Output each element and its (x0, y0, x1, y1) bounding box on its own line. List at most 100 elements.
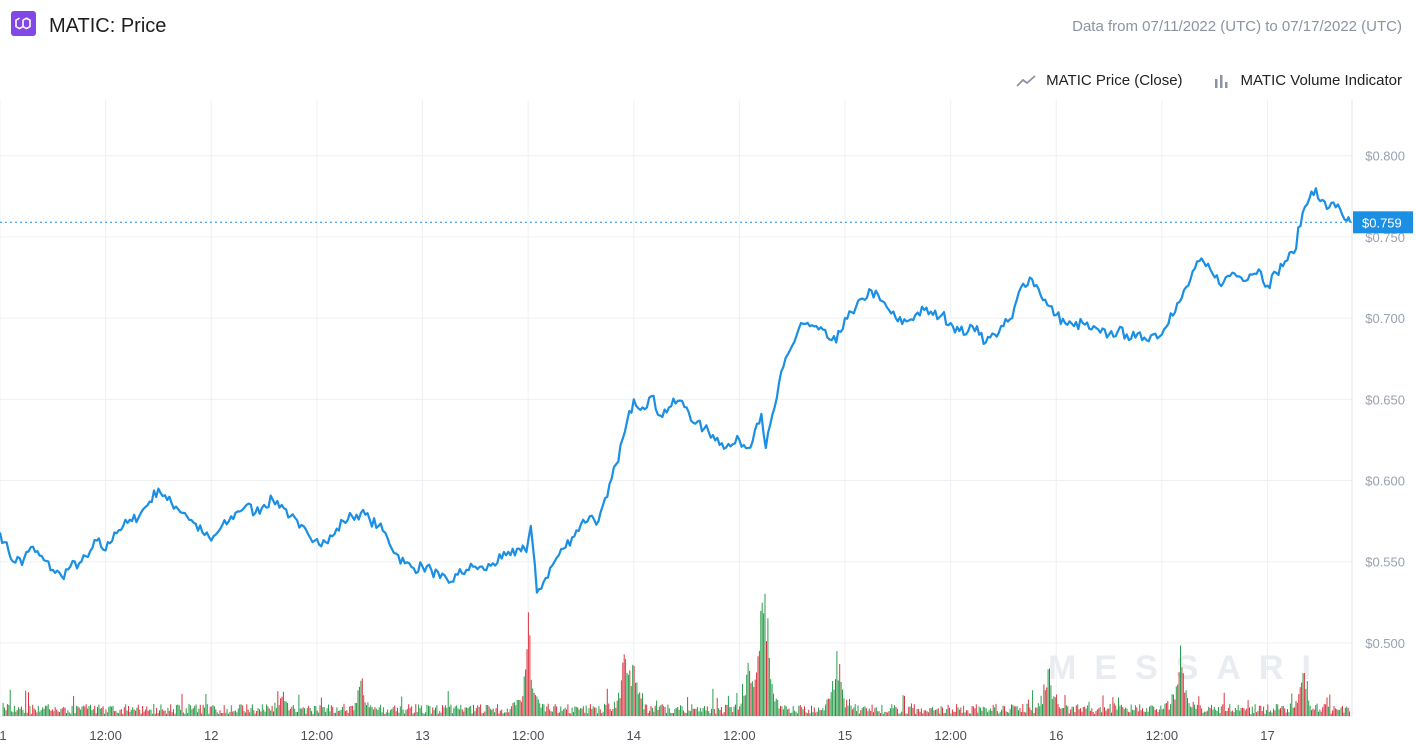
volume-bar (374, 707, 376, 716)
volume-bar (1316, 703, 1318, 716)
volume-bar (1220, 706, 1222, 716)
volume-bar (1206, 710, 1208, 716)
volume-bar (32, 704, 34, 716)
volume-bar (63, 706, 65, 716)
volume-bar (656, 700, 658, 716)
volume-bars (2, 593, 1350, 716)
volume-bar (506, 708, 508, 716)
volume-bar (688, 710, 690, 716)
volume-bar (671, 713, 673, 716)
volume-bar (323, 707, 325, 716)
volume-bar (691, 704, 693, 716)
volume-bar (33, 708, 35, 716)
volume-bar (1089, 710, 1091, 716)
volume-bar (311, 711, 313, 716)
volume-bar (774, 701, 776, 716)
volume-bar (353, 710, 355, 716)
volume-bar (698, 711, 700, 716)
volume-bar (268, 708, 270, 716)
volume-bar (737, 709, 739, 716)
volume-bar (1287, 709, 1288, 716)
volume-bar (977, 712, 979, 716)
volume-bar (1219, 713, 1221, 716)
volume-bar (1244, 710, 1246, 716)
volume-bar (702, 707, 704, 716)
volume-bar (780, 705, 781, 716)
volume-bar (298, 694, 300, 716)
volume-bar (163, 710, 165, 716)
volume-bar (1036, 707, 1038, 716)
volume-bar (574, 706, 576, 716)
volume-bar (192, 708, 194, 716)
volume-bar (189, 705, 191, 716)
volume-bar (22, 709, 24, 716)
volume-bar (461, 709, 463, 716)
volume-bar (1049, 668, 1050, 716)
volume-bar (960, 707, 962, 716)
volume-bar (1149, 706, 1150, 716)
grid-lines (0, 100, 1353, 717)
volume-bar (635, 682, 636, 716)
volume-bar (1342, 706, 1343, 716)
volume-bar (67, 710, 69, 716)
volume-bar (850, 705, 852, 716)
volume-bar (250, 708, 252, 716)
volume-bar (77, 706, 79, 716)
volume-bar (1322, 707, 1324, 716)
volume-bar (340, 709, 342, 716)
volume-bar (473, 704, 474, 716)
volume-bar (758, 650, 760, 716)
volume-bar (263, 709, 265, 716)
volume-bar (892, 708, 894, 716)
volume-bar (739, 706, 741, 716)
volume-bar (871, 704, 873, 716)
volume-bar (784, 705, 786, 716)
volume-bar (1294, 707, 1296, 716)
x-tick-label: 12 (204, 728, 218, 743)
volume-bar (560, 706, 562, 716)
volume-bar (239, 704, 241, 716)
volume-bar (1239, 710, 1241, 716)
volume-bar (208, 713, 210, 716)
volume-bar (605, 704, 607, 716)
volume-bar (627, 674, 629, 716)
volume-bar (59, 712, 60, 716)
volume-bar (771, 683, 773, 716)
volume-bar (1133, 710, 1135, 716)
volume-bar (388, 712, 390, 716)
volume-bar (932, 706, 934, 716)
legend-item-price[interactable]: MATIC Price (Close) (1016, 72, 1183, 89)
volume-bar (1161, 709, 1163, 716)
volume-bar (1330, 713, 1332, 716)
volume-bar (202, 704, 204, 716)
volume-bar (437, 713, 439, 716)
volume-bar (789, 712, 791, 716)
volume-bar (858, 713, 860, 716)
volume-bar (1077, 704, 1079, 716)
volume-bar (870, 711, 872, 716)
legend-item-volume[interactable]: MATIC Volume Indicator (1211, 72, 1402, 89)
volume-bar (1175, 686, 1177, 716)
volume-bar (326, 708, 328, 716)
volume-bar (333, 712, 335, 716)
volume-bar (604, 703, 605, 716)
volume-bar (428, 705, 429, 716)
volume-bar (644, 704, 646, 716)
volume-bar (309, 707, 311, 716)
volume-bar (1218, 707, 1219, 716)
volume-bar (778, 708, 780, 716)
volume-bar (233, 711, 235, 716)
volume-bar (371, 707, 373, 716)
price-line[interactable] (0, 187, 1352, 594)
volume-bar (1078, 709, 1080, 716)
volume-bar (195, 704, 197, 716)
volume-bar (364, 702, 366, 716)
volume-bar (1191, 707, 1193, 716)
volume-bar (1019, 708, 1021, 716)
volume-bar (101, 707, 103, 716)
volume-bar (23, 712, 25, 716)
volume-bar (756, 672, 758, 716)
volume-bar (1013, 706, 1015, 716)
volume-bar (11, 711, 13, 716)
